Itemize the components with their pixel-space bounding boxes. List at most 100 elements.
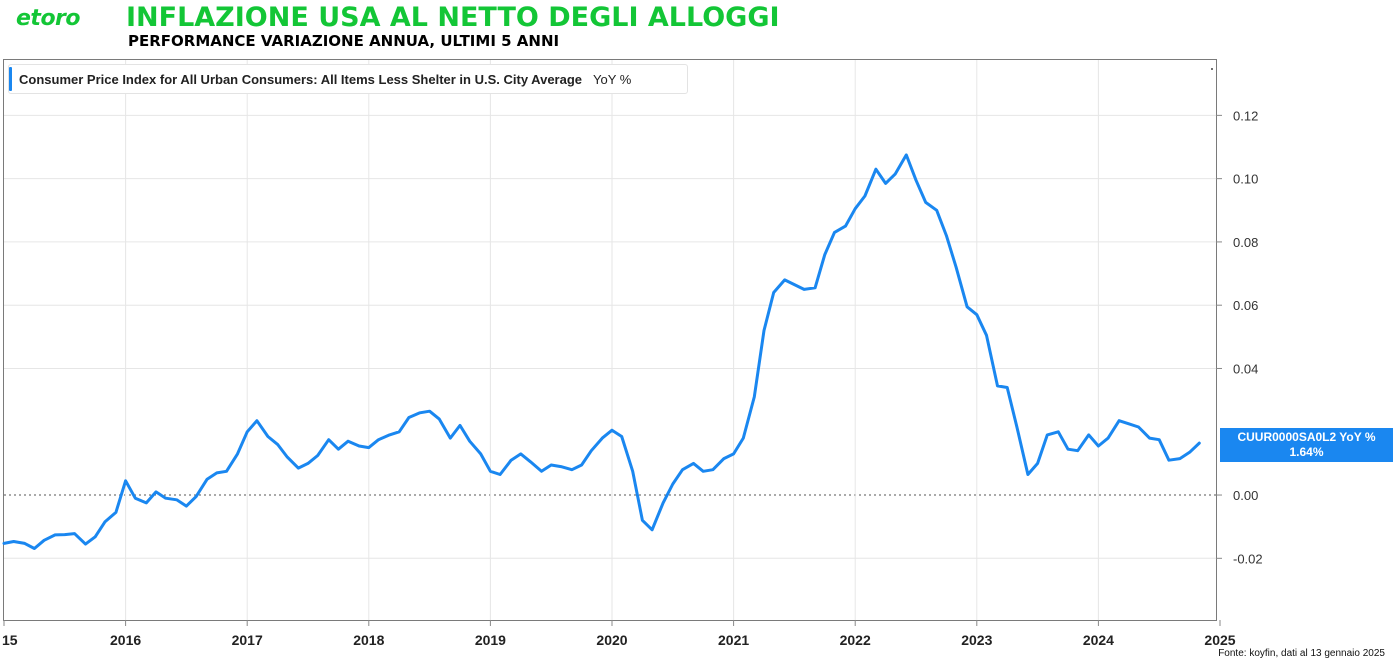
chart-frame — [3, 59, 1217, 621]
data-point — [1046, 433, 1049, 437]
data-point — [479, 452, 482, 456]
x-tick-label: 2016 — [110, 632, 141, 648]
y-tick-label: 0.12 — [1233, 108, 1258, 123]
data-point — [702, 470, 705, 473]
data-point — [1148, 436, 1151, 440]
data-point — [823, 253, 826, 256]
data-point — [1026, 473, 1030, 476]
data-point — [975, 313, 978, 316]
series-line — [2, 153, 1201, 550]
data-point — [489, 470, 492, 473]
data-point — [742, 436, 745, 440]
data-point — [357, 444, 361, 448]
data-point — [1015, 425, 1019, 429]
logo-text: etoro — [16, 5, 81, 31]
data-point — [559, 465, 563, 468]
x-tick-label: 2025 — [1204, 632, 1235, 648]
data-point — [286, 455, 289, 459]
data-point — [671, 482, 674, 486]
data-point — [783, 278, 786, 282]
data-point — [540, 470, 543, 473]
y-tick-label: -0.02 — [1233, 551, 1263, 566]
data-point — [458, 424, 462, 427]
data-point — [215, 471, 218, 475]
data-point — [793, 283, 796, 286]
page-title: INFLAZIONE USA AL NETTO DEGLI ALLOGGI — [126, 2, 780, 33]
data-point — [12, 540, 15, 543]
data-point — [2, 542, 6, 545]
x-tick-label: 2020 — [596, 632, 627, 648]
data-point — [1178, 457, 1182, 460]
data-point — [641, 519, 644, 522]
x-tick-label: 2021 — [718, 632, 749, 648]
frame-marker — [1211, 68, 1213, 70]
data-point — [631, 470, 634, 473]
data-point — [650, 528, 654, 531]
data-point — [863, 194, 867, 198]
data-point — [894, 172, 897, 176]
etoro-logo: etoro — [16, 4, 81, 32]
data-point — [601, 436, 604, 440]
data-point — [529, 460, 532, 463]
data-point — [266, 435, 270, 438]
data-point — [327, 438, 330, 441]
data-point — [772, 291, 775, 294]
data-point — [63, 533, 66, 536]
data-point — [468, 440, 471, 443]
data-point — [124, 479, 127, 482]
page-subtitle: PERFORMANCE VARIAZIONE ANNUA, ULTIMI 5 A… — [128, 32, 560, 50]
data-point — [802, 288, 806, 291]
data-point — [297, 466, 300, 470]
data-point — [164, 497, 167, 500]
data-point — [367, 446, 370, 449]
y-tick-label: 0.10 — [1233, 172, 1258, 187]
x-tick-label: 15 — [2, 632, 18, 648]
data-point — [1158, 438, 1161, 441]
data-point — [418, 411, 422, 414]
data-point — [874, 168, 878, 171]
data-point — [337, 448, 340, 451]
data-point — [954, 266, 958, 269]
data-point — [762, 329, 766, 332]
data-point — [407, 416, 411, 419]
data-point — [42, 539, 46, 542]
data-point — [438, 417, 441, 421]
data-point — [924, 201, 927, 204]
data-point — [428, 410, 431, 413]
y-axis-labels: 0.12 0.10 0.08 0.06 0.04 0.00 -0.02 — [1233, 108, 1263, 566]
chart-legend[interactable]: Consumer Price Index for All Urban Consu… — [8, 64, 688, 94]
data-point — [1137, 425, 1140, 429]
data-point — [1127, 422, 1131, 425]
data-point — [346, 440, 350, 443]
data-point — [580, 463, 583, 467]
data-point — [1188, 451, 1191, 454]
legend-unit-label: YoY % — [593, 71, 632, 87]
data-point — [236, 452, 239, 456]
data-point — [610, 429, 614, 432]
x-tick-label: 2022 — [840, 632, 871, 648]
data-point — [1036, 462, 1039, 465]
data-point — [1006, 386, 1009, 389]
data-point — [225, 470, 228, 473]
data-point — [965, 305, 969, 308]
data-point — [306, 462, 310, 465]
data-point — [1097, 444, 1100, 448]
data-point — [185, 504, 188, 508]
data-point — [205, 478, 209, 481]
badge-series-name: CUUR0000SA0L2 YoY % — [1237, 430, 1376, 444]
series-lines — [2, 153, 1201, 550]
data-point — [53, 533, 57, 537]
data-point — [73, 532, 76, 535]
data-point — [103, 520, 107, 524]
data-point — [114, 511, 118, 514]
data-point — [985, 334, 988, 337]
x-tick-label: 2023 — [961, 632, 992, 648]
source-note: Fonte: koyfin, dati al 13 gennaio 2025 — [1218, 648, 1385, 659]
data-point — [94, 535, 97, 538]
y-tick-label: 0.08 — [1233, 235, 1258, 250]
data-point — [570, 468, 574, 471]
badge-last-value: 1.64% — [1289, 445, 1324, 459]
data-point — [276, 443, 279, 446]
data-point — [1167, 459, 1171, 462]
